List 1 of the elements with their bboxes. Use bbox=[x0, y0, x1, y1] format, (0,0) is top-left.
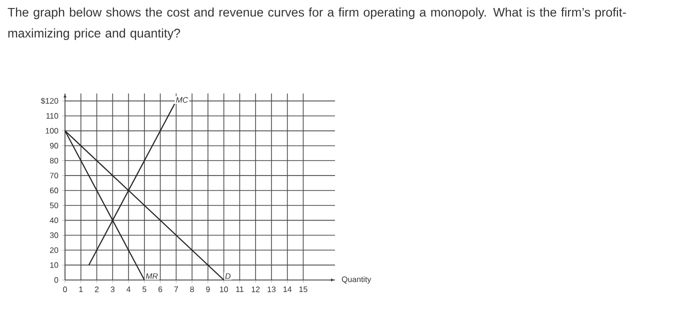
chart-title: The graph below shows the cost and revenue curves for a firm operating a monopoly. What is the firm’s profit-maximizing price and quantity? bbox=[8, 8, 626, 40]
